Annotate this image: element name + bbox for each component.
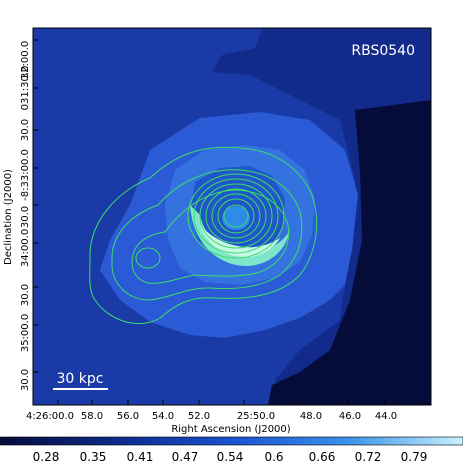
scale-bar-label: 30 kpc xyxy=(57,371,104,387)
x-tick-label: 25:50.0 xyxy=(237,411,275,422)
y-tick-label: 30.0 xyxy=(20,119,31,141)
central-core xyxy=(222,206,250,230)
y-tick-label: 30.0 xyxy=(20,284,31,306)
colorbar-tick-label: 0.79 xyxy=(401,450,428,464)
y-tick-label: 34:00.0 xyxy=(20,229,31,267)
x-tick-label: 44.0 xyxy=(375,411,397,422)
y-tick-label: 35:00.0 xyxy=(20,314,31,352)
plot-frame xyxy=(32,27,432,406)
colorbar-tick-label: 0.47 xyxy=(172,450,199,464)
colorbar-tick-label: 0.41 xyxy=(127,450,154,464)
contours xyxy=(89,146,318,325)
object-label: RBS0540 xyxy=(351,43,415,59)
x-tick-labels: 4:26:00.0 58.0 56.0 54.0 52.0 25:50.0 48… xyxy=(26,411,397,422)
x-tick-label: 52.0 xyxy=(188,411,210,422)
x-tick-label: 48.0 xyxy=(300,411,322,422)
y-axis-title: Declination (J2000) xyxy=(3,169,14,265)
colorbar-tick-label: 0.35 xyxy=(80,450,107,464)
x-tick-label: 54.0 xyxy=(152,411,174,422)
colorbar-tick-label: 0.54 xyxy=(217,450,244,464)
x-tick-label: 58.0 xyxy=(81,411,103,422)
image-panel xyxy=(33,28,431,405)
scale-bar: 30 kpc xyxy=(53,371,108,390)
colorbar-tick-label: 0.28 xyxy=(33,450,60,464)
colorbar-tick-label: 0.72 xyxy=(355,450,382,464)
y-tick-label: -8:33:00.0 xyxy=(20,149,31,201)
x-tick-label: 56.0 xyxy=(117,411,139,422)
colorbar-tick-labels: 0.28 0.35 0.41 0.47 0.54 0.6 0.66 0.72 0… xyxy=(33,450,428,464)
colorbar-tick-label: 0.66 xyxy=(309,450,336,464)
y-tick-label: 30.0 xyxy=(20,206,31,228)
x-axis-title: Right Ascension (J2000) xyxy=(171,424,290,435)
darkest-region-right xyxy=(268,100,431,405)
y-tick-label: 031:30.0 xyxy=(20,66,31,111)
y-tick-label: 30.0 xyxy=(20,369,31,391)
colorbar xyxy=(0,436,463,446)
x-tick-marks xyxy=(57,400,386,405)
y-tick-marks xyxy=(33,39,38,373)
x-tick-label: 4:26:00.0 xyxy=(26,411,74,422)
colorbar-tick-label: 0.6 xyxy=(264,450,283,464)
y-tick-labels: 32:00.0 031:30.0 30.0 -8:33:00.0 30.0 34… xyxy=(20,41,31,391)
brightest-arc xyxy=(200,225,280,258)
y-tick-label: 32:00.0 xyxy=(20,41,31,79)
x-tick-label: 46.0 xyxy=(339,411,361,422)
